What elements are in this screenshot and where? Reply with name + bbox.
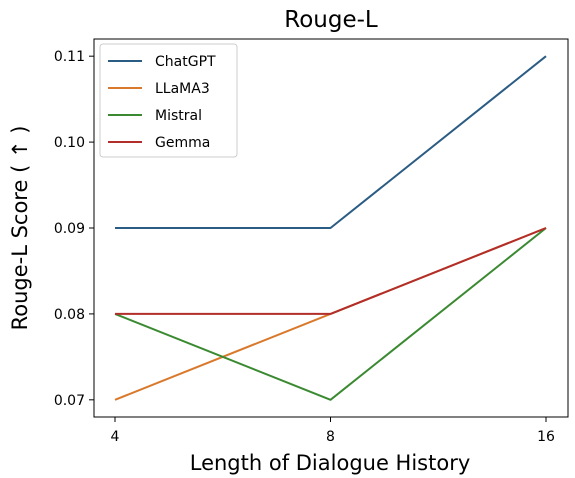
series-lines [114,55,547,401]
x-tick-label: 4 [111,429,120,445]
chart-title: Rouge-L [284,7,378,33]
series-line-mistral [114,227,547,401]
series-line-chatgpt [115,55,547,229]
legend-label-llama3: LLaMA3 [155,81,210,97]
y-tick-label: 0.11 [54,49,85,65]
x-axis-label: Length of Dialogue History [190,451,471,475]
x-tick-label: 8 [326,429,335,445]
x-tick-label: 16 [537,429,555,445]
y-tick-label: 0.10 [54,135,85,151]
legend-label-gemma: Gemma [155,135,210,151]
legend-label-mistral: Mistral [155,108,202,124]
legend-box [99,43,238,158]
y-tick-label: 0.07 [54,393,85,409]
series-line-gemma [115,227,547,315]
y-axis-ticks: 0.07 0.08 0.09 0.10 0.11 [54,49,94,409]
legend: ChatGPT LLaMA3 Mistral Gemma [99,43,238,158]
x-axis-ticks: 4 8 16 [111,417,555,445]
y-tick-label: 0.08 [54,307,85,323]
legend-label-chatgpt: ChatGPT [155,54,216,70]
y-tick-label: 0.09 [54,221,85,237]
y-axis-label: Rouge-L Score ( ↑ ) [8,126,32,331]
